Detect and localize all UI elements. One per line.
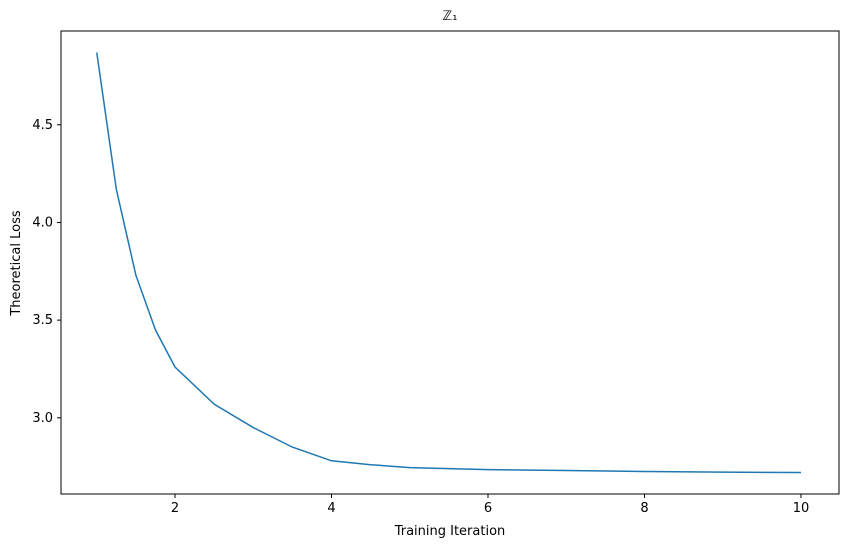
x-tick-label: 8 xyxy=(640,501,648,516)
x-tick-label: 10 xyxy=(793,501,810,516)
plot-frame xyxy=(60,30,840,495)
x-tick-label: 4 xyxy=(327,501,335,516)
x-tick-label: 2 xyxy=(171,501,179,516)
x-tick-label: 6 xyxy=(484,501,492,516)
line-series xyxy=(96,52,801,474)
y-tick-label: 4.0 xyxy=(32,215,53,230)
y-tick-label: 3.5 xyxy=(32,313,53,328)
chart-title: ℤ₁ xyxy=(443,9,458,24)
y-tick-label: 3.0 xyxy=(32,411,53,426)
y-tick-label: 4.5 xyxy=(32,118,53,133)
y-axis-label: Theoretical Loss xyxy=(9,210,24,316)
x-axis-label: Training Iteration xyxy=(394,524,506,539)
